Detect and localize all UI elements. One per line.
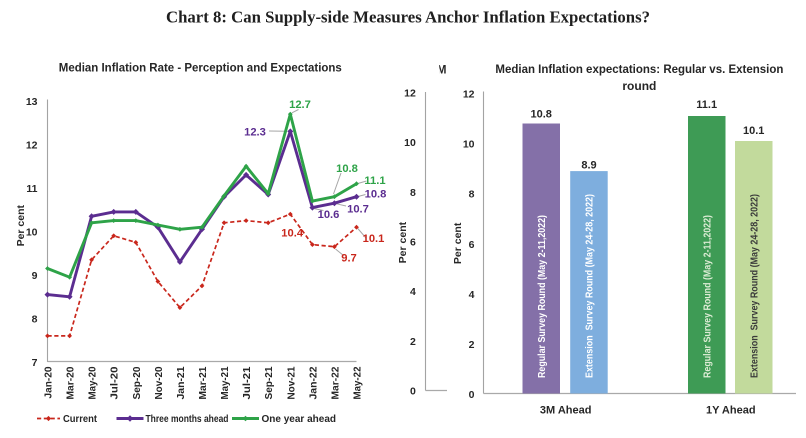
svg-text:8: 8	[469, 189, 475, 201]
svg-text:12: 12	[404, 88, 416, 100]
svg-text:8: 8	[32, 314, 38, 326]
svg-text:Chart 8: Can Supply-side Measu: Chart 8: Can Supply-side Measures Anchor…	[166, 8, 650, 27]
svg-text:10.6: 10.6	[318, 209, 340, 221]
svg-text:3M Ahead: 3M Ahead	[540, 405, 592, 417]
svg-text:One year ahead: One year ahead	[262, 414, 337, 425]
svg-text:Sep-21: Sep-21	[263, 366, 275, 399]
svg-text:Median Inflation expectations:: Median Inflation expectations: Regular v…	[495, 62, 783, 76]
svg-text:6: 6	[410, 237, 416, 249]
svg-text:8.9: 8.9	[581, 160, 596, 172]
svg-text:Per cent: Per cent	[15, 204, 27, 246]
svg-text:10.8: 10.8	[365, 189, 387, 201]
svg-text:11: 11	[26, 183, 37, 195]
svg-text:7: 7	[32, 357, 38, 369]
svg-text:12.3: 12.3	[244, 127, 266, 139]
svg-text:10: 10	[26, 227, 38, 239]
svg-text:1Y Ahead: 1Y Ahead	[706, 405, 756, 417]
svg-text:May-22: May-22	[352, 366, 364, 399]
svg-text:9.7: 9.7	[341, 253, 357, 265]
svg-text:10.8: 10.8	[530, 109, 551, 121]
svg-text:Jul-20: Jul-20	[109, 366, 121, 399]
svg-text:Jul-21: Jul-21	[241, 366, 253, 399]
svg-text:4: 4	[410, 286, 416, 298]
svg-text:Per cent: Per cent	[452, 222, 464, 264]
svg-text:round: round	[622, 79, 656, 93]
svg-text:9: 9	[32, 270, 38, 282]
svg-text:May-20: May-20	[87, 366, 99, 399]
svg-text:12.7: 12.7	[289, 99, 311, 111]
svg-text:Sep-20: Sep-20	[131, 366, 143, 399]
svg-text:10: 10	[404, 137, 416, 149]
svg-text:Per cent: Per cent	[397, 221, 409, 263]
svg-text:10.4: 10.4	[281, 228, 304, 240]
svg-text:Mar-21: Mar-21	[197, 366, 209, 399]
svg-text:Three months ahead: Three months ahead	[146, 414, 229, 425]
svg-text:13: 13	[26, 96, 38, 108]
svg-text:10: 10	[463, 139, 475, 151]
svg-text:Jan-22: Jan-22	[307, 366, 319, 399]
svg-text:10.7: 10.7	[347, 204, 369, 216]
svg-text:Mar-22: Mar-22	[329, 366, 341, 399]
svg-text:Nov-21: Nov-21	[285, 366, 297, 399]
svg-text:6: 6	[469, 239, 475, 251]
svg-text:Jan-20: Jan-20	[43, 366, 55, 398]
svg-text:Median Inflation Rate - Percep: Median Inflation Rate - Perception and E…	[59, 63, 342, 75]
svg-text:0: 0	[469, 389, 475, 401]
svg-text:Current: Current	[63, 414, 98, 425]
svg-text:Extension Survey Round (May 2: Extension Survey Round (May 24-28, 2022)	[585, 194, 596, 378]
svg-text:12: 12	[26, 140, 38, 152]
svg-text:2: 2	[469, 339, 475, 351]
svg-text:11.1: 11.1	[364, 175, 385, 187]
svg-text:Extension Survey Round (May 2: Extension Survey Round (May 24-28, 2022)	[749, 194, 760, 378]
svg-text:Jan-21: Jan-21	[175, 366, 187, 399]
svg-text:Regular Survey Round (May 2-11: Regular Survey Round (May 2-11,2022)	[537, 215, 548, 378]
svg-text:11.1: 11.1	[696, 99, 717, 111]
svg-text:May-21: May-21	[219, 366, 231, 399]
svg-text:10.1: 10.1	[743, 125, 764, 137]
svg-text:10.1: 10.1	[363, 233, 385, 245]
svg-text:4: 4	[469, 289, 475, 301]
svg-text:2: 2	[410, 336, 416, 348]
svg-text:0: 0	[410, 386, 416, 398]
svg-text:10.8: 10.8	[336, 163, 358, 175]
svg-text:Regular Survey Round (May 2-11: Regular Survey Round (May 2-11,2022)	[702, 215, 713, 378]
svg-text:12: 12	[463, 89, 475, 101]
svg-text:M: M	[437, 65, 447, 77]
svg-text:Nov-20: Nov-20	[153, 366, 165, 399]
svg-text:8: 8	[410, 187, 416, 199]
svg-text:Mar-20: Mar-20	[65, 366, 77, 399]
